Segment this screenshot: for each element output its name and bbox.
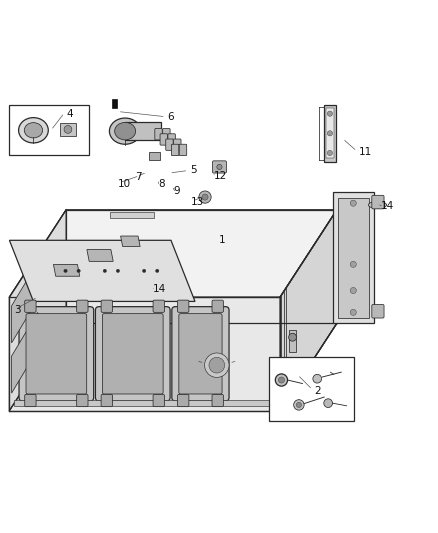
FancyBboxPatch shape bbox=[212, 394, 223, 407]
Polygon shape bbox=[332, 192, 374, 323]
Circle shape bbox=[279, 377, 285, 383]
Bar bbox=[269, 357, 354, 422]
FancyBboxPatch shape bbox=[153, 300, 164, 312]
Text: 11: 11 bbox=[359, 147, 372, 157]
Text: 5: 5 bbox=[190, 165, 197, 175]
FancyBboxPatch shape bbox=[372, 304, 384, 318]
FancyBboxPatch shape bbox=[101, 394, 113, 407]
FancyBboxPatch shape bbox=[177, 394, 189, 407]
Circle shape bbox=[289, 333, 297, 341]
FancyBboxPatch shape bbox=[155, 128, 162, 140]
Circle shape bbox=[209, 357, 225, 373]
Circle shape bbox=[350, 200, 357, 206]
Circle shape bbox=[64, 269, 67, 272]
Polygon shape bbox=[53, 264, 80, 276]
Text: 10: 10 bbox=[118, 179, 131, 189]
FancyBboxPatch shape bbox=[25, 300, 36, 312]
Text: 8: 8 bbox=[158, 180, 165, 189]
Bar bbox=[289, 330, 297, 352]
Text: 14: 14 bbox=[381, 201, 394, 211]
Circle shape bbox=[202, 194, 208, 200]
Polygon shape bbox=[10, 297, 280, 410]
Ellipse shape bbox=[24, 123, 42, 138]
Bar bbox=[60, 123, 76, 135]
FancyBboxPatch shape bbox=[160, 134, 167, 145]
Text: 2: 2 bbox=[314, 386, 321, 396]
Ellipse shape bbox=[368, 201, 387, 208]
Circle shape bbox=[313, 374, 321, 383]
Text: 6: 6 bbox=[167, 112, 174, 122]
Polygon shape bbox=[14, 400, 276, 406]
Polygon shape bbox=[324, 105, 336, 161]
FancyBboxPatch shape bbox=[172, 306, 229, 401]
FancyBboxPatch shape bbox=[166, 139, 173, 150]
Text: 12: 12 bbox=[213, 171, 226, 181]
Polygon shape bbox=[12, 262, 38, 343]
FancyBboxPatch shape bbox=[101, 300, 113, 312]
Circle shape bbox=[327, 150, 332, 156]
FancyBboxPatch shape bbox=[102, 313, 163, 394]
Circle shape bbox=[350, 309, 357, 316]
Circle shape bbox=[350, 287, 357, 294]
Polygon shape bbox=[10, 210, 66, 410]
Polygon shape bbox=[338, 198, 369, 318]
Circle shape bbox=[77, 269, 81, 272]
Ellipse shape bbox=[110, 118, 141, 144]
Polygon shape bbox=[280, 210, 337, 410]
Circle shape bbox=[276, 374, 288, 386]
Circle shape bbox=[296, 402, 301, 408]
Text: 14: 14 bbox=[152, 284, 166, 294]
FancyBboxPatch shape bbox=[168, 134, 175, 145]
Text: 3: 3 bbox=[14, 305, 21, 315]
FancyBboxPatch shape bbox=[179, 144, 187, 156]
Circle shape bbox=[327, 131, 332, 136]
FancyBboxPatch shape bbox=[77, 394, 88, 407]
Text: 13: 13 bbox=[191, 197, 204, 207]
Polygon shape bbox=[10, 210, 337, 297]
Circle shape bbox=[199, 191, 211, 203]
Circle shape bbox=[293, 400, 304, 410]
Circle shape bbox=[324, 399, 332, 408]
FancyBboxPatch shape bbox=[372, 195, 384, 209]
FancyBboxPatch shape bbox=[177, 300, 189, 312]
Polygon shape bbox=[326, 108, 334, 158]
Circle shape bbox=[64, 125, 72, 133]
Bar bbox=[149, 152, 160, 160]
Bar bbox=[125, 123, 161, 140]
Ellipse shape bbox=[115, 123, 136, 140]
Circle shape bbox=[103, 269, 106, 272]
FancyBboxPatch shape bbox=[153, 394, 164, 407]
Circle shape bbox=[142, 269, 146, 272]
Bar bbox=[110, 212, 153, 217]
Text: 1: 1 bbox=[219, 235, 226, 245]
FancyBboxPatch shape bbox=[162, 128, 170, 140]
FancyBboxPatch shape bbox=[25, 394, 36, 407]
Ellipse shape bbox=[18, 118, 48, 143]
Circle shape bbox=[350, 261, 357, 268]
Text: 4: 4 bbox=[66, 109, 73, 119]
FancyBboxPatch shape bbox=[179, 313, 222, 394]
FancyBboxPatch shape bbox=[173, 139, 181, 150]
Text: 7: 7 bbox=[135, 173, 142, 182]
Bar bbox=[9, 105, 89, 155]
FancyBboxPatch shape bbox=[26, 313, 87, 394]
FancyBboxPatch shape bbox=[95, 306, 170, 401]
Circle shape bbox=[327, 111, 332, 116]
FancyBboxPatch shape bbox=[212, 161, 226, 173]
Polygon shape bbox=[12, 312, 38, 393]
Polygon shape bbox=[10, 240, 195, 302]
FancyBboxPatch shape bbox=[19, 306, 94, 401]
Circle shape bbox=[205, 353, 229, 377]
Bar bbox=[112, 99, 117, 108]
FancyBboxPatch shape bbox=[171, 144, 179, 156]
FancyBboxPatch shape bbox=[77, 300, 88, 312]
Circle shape bbox=[155, 269, 159, 272]
Polygon shape bbox=[87, 249, 113, 261]
Circle shape bbox=[217, 164, 222, 169]
Circle shape bbox=[116, 269, 120, 272]
FancyBboxPatch shape bbox=[212, 300, 223, 312]
Text: 9: 9 bbox=[173, 187, 180, 196]
Polygon shape bbox=[120, 236, 140, 246]
